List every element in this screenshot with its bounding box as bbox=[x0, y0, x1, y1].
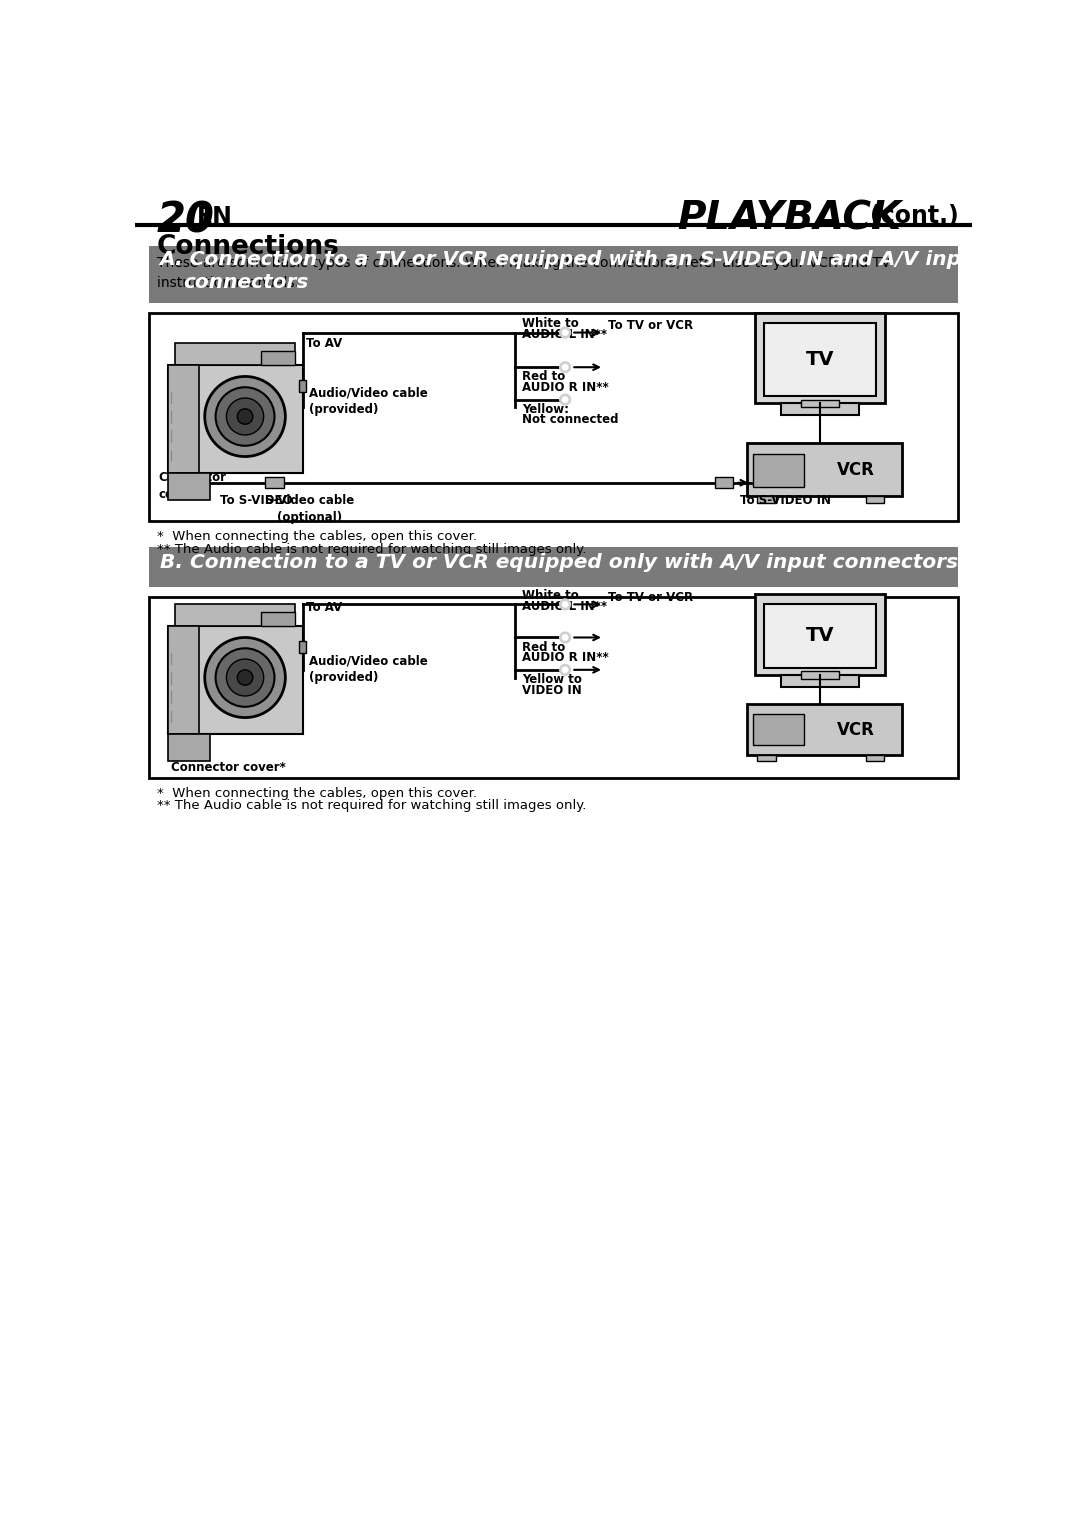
Text: Connector
cover*: Connector cover* bbox=[159, 471, 226, 501]
Text: Connector cover*: Connector cover* bbox=[172, 760, 286, 774]
Circle shape bbox=[559, 632, 570, 642]
Text: White to: White to bbox=[523, 589, 579, 602]
Bar bbox=[167, 365, 303, 472]
Bar bbox=[299, 641, 306, 653]
Bar bbox=[755, 313, 886, 403]
Bar bbox=[167, 365, 199, 472]
Bar bbox=[765, 604, 876, 667]
Bar bbox=[715, 477, 733, 487]
Bar bbox=[149, 313, 958, 521]
Text: AUDIO L IN**: AUDIO L IN** bbox=[523, 328, 608, 340]
Bar bbox=[866, 495, 885, 503]
Bar bbox=[757, 495, 775, 503]
Text: ** The Audio cable is not required for watching still images only.: ** The Audio cable is not required for w… bbox=[157, 799, 586, 812]
Text: Connections: Connections bbox=[157, 235, 339, 261]
Bar bbox=[781, 675, 859, 687]
Text: *  When connecting the cables, open this cover.: * When connecting the cables, open this … bbox=[157, 530, 476, 544]
Text: To TV or VCR: To TV or VCR bbox=[608, 319, 693, 333]
Bar bbox=[149, 547, 958, 587]
Circle shape bbox=[238, 409, 253, 425]
Text: These are some basic types of connections. When making the connections, refer al: These are some basic types of connection… bbox=[157, 256, 890, 290]
Circle shape bbox=[563, 635, 568, 641]
Text: (cont.): (cont.) bbox=[869, 204, 958, 228]
Text: Yellow:: Yellow: bbox=[523, 403, 569, 415]
Circle shape bbox=[227, 659, 264, 696]
Bar bbox=[299, 380, 306, 392]
Text: Not connected: Not connected bbox=[523, 414, 619, 426]
Bar bbox=[781, 403, 859, 415]
Text: Red to: Red to bbox=[523, 371, 566, 383]
Text: Yellow to: Yellow to bbox=[523, 673, 582, 685]
Text: *  When connecting the cables, open this cover.: * When connecting the cables, open this … bbox=[157, 786, 476, 800]
Circle shape bbox=[563, 667, 568, 673]
Bar bbox=[765, 322, 876, 396]
Text: Red to: Red to bbox=[523, 641, 566, 653]
Bar bbox=[167, 734, 211, 760]
Bar bbox=[260, 612, 296, 625]
Text: 20: 20 bbox=[157, 199, 215, 241]
Circle shape bbox=[563, 397, 568, 402]
Circle shape bbox=[559, 362, 570, 373]
Circle shape bbox=[563, 330, 568, 336]
Bar bbox=[800, 400, 839, 408]
Text: S-Video cable
(optional): S-Video cable (optional) bbox=[265, 494, 354, 523]
Bar bbox=[747, 443, 902, 495]
Text: PLAYBACK: PLAYBACK bbox=[677, 199, 902, 238]
Bar bbox=[754, 714, 804, 745]
Text: ** The Audio cable is not required for watching still images only.: ** The Audio cable is not required for w… bbox=[157, 543, 586, 556]
Text: To S-VIDEO: To S-VIDEO bbox=[220, 494, 293, 506]
Circle shape bbox=[238, 670, 253, 685]
Bar bbox=[747, 705, 902, 754]
Circle shape bbox=[559, 327, 570, 337]
Text: White to: White to bbox=[523, 317, 579, 330]
Circle shape bbox=[216, 648, 274, 707]
Bar bbox=[266, 477, 284, 487]
Bar bbox=[167, 625, 199, 734]
Text: AUDIO R IN**: AUDIO R IN** bbox=[523, 652, 609, 664]
Bar bbox=[167, 625, 303, 734]
Bar bbox=[754, 454, 804, 486]
Text: To S-VIDEO IN: To S-VIDEO IN bbox=[740, 494, 831, 506]
Bar bbox=[175, 604, 296, 625]
Bar bbox=[866, 754, 885, 762]
Text: Audio/Video cable
(provided): Audio/Video cable (provided) bbox=[309, 655, 428, 684]
Bar bbox=[149, 245, 958, 304]
Text: B. Connection to a TV or VCR equipped only with A/V input connectors: B. Connection to a TV or VCR equipped on… bbox=[160, 553, 958, 572]
Text: To AV: To AV bbox=[306, 337, 341, 350]
Text: EN: EN bbox=[197, 205, 233, 228]
Text: A. Connection to a TV or VCR equipped with an S-VIDEO IN and A/V input: A. Connection to a TV or VCR equipped wi… bbox=[160, 250, 986, 270]
Text: VCR: VCR bbox=[837, 460, 875, 478]
Bar bbox=[755, 595, 886, 675]
Circle shape bbox=[205, 638, 285, 717]
Text: TV: TV bbox=[806, 350, 835, 369]
Bar bbox=[149, 596, 958, 777]
Circle shape bbox=[205, 377, 285, 457]
Circle shape bbox=[559, 394, 570, 405]
Bar bbox=[757, 754, 775, 762]
Bar bbox=[167, 472, 211, 500]
Bar bbox=[800, 671, 839, 679]
Text: To TV or VCR: To TV or VCR bbox=[608, 592, 693, 604]
Bar bbox=[175, 343, 296, 365]
Circle shape bbox=[563, 601, 568, 607]
Text: TV: TV bbox=[806, 627, 835, 645]
Text: AUDIO L IN**: AUDIO L IN** bbox=[523, 599, 608, 613]
Text: VIDEO IN: VIDEO IN bbox=[523, 684, 582, 696]
Circle shape bbox=[559, 599, 570, 610]
Circle shape bbox=[559, 664, 570, 675]
Text: VCR: VCR bbox=[837, 721, 875, 739]
Circle shape bbox=[563, 365, 568, 369]
Text: AUDIO R IN**: AUDIO R IN** bbox=[523, 382, 609, 394]
Bar bbox=[260, 351, 296, 365]
Circle shape bbox=[216, 388, 274, 446]
Text: To AV: To AV bbox=[306, 601, 341, 615]
Text: connectors: connectors bbox=[183, 273, 309, 293]
Text: Audio/Video cable
(provided): Audio/Video cable (provided) bbox=[309, 386, 428, 417]
Circle shape bbox=[227, 399, 264, 435]
